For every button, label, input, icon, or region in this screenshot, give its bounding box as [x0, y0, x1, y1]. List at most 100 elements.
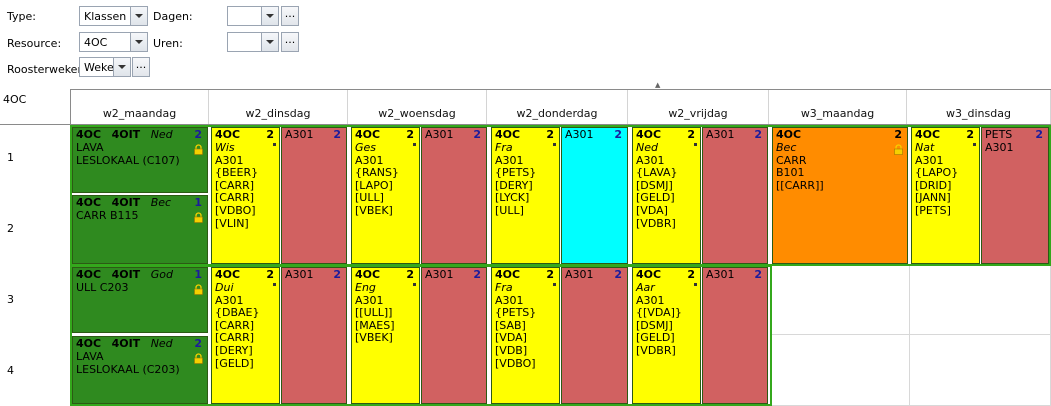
- lesson-block[interactable]: A301 2: [281, 127, 347, 264]
- room-label: A301: [495, 293, 524, 307]
- lesson-block[interactable]: PETS 2 A301: [981, 127, 1049, 264]
- day-header-w2-dinsdag[interactable]: w2_dinsdag: [209, 90, 348, 124]
- lesson-count: 2: [473, 268, 481, 281]
- teacher-label: CARR: [776, 153, 807, 167]
- lesson-block[interactable]: 4OC 2 Ges A301 {RANS} [LAPO] [ULL] [VBEK]: [351, 127, 420, 264]
- teacher-label: [VDA]: [636, 203, 668, 217]
- class-label: 4OC: [76, 268, 102, 281]
- day-header-w2-woensdag[interactable]: w2_woensdag: [348, 90, 487, 124]
- teacher-label: [LAPO]: [355, 178, 393, 192]
- teacher-label: LAVA: [76, 350, 104, 363]
- lesson-block[interactable]: 4OC 2 Nat A301 {LAPO} [DRID] [JANN] [PETS…: [911, 127, 980, 264]
- teacher-label: [GELD]: [636, 331, 675, 345]
- empty-slot[interactable]: [770, 335, 910, 406]
- collapse-up-icon[interactable]: ▲: [655, 81, 661, 89]
- uren-select[interactable]: [227, 32, 279, 52]
- lesson-count: 2: [406, 268, 414, 281]
- chevron-down-icon[interactable]: [130, 7, 147, 25]
- chevron-down-icon[interactable]: [130, 33, 147, 51]
- teacher-label: [DSMJ]: [636, 178, 673, 192]
- lesson-count: 2: [473, 128, 481, 141]
- chevron-down-icon[interactable]: [261, 33, 278, 51]
- subject-label: Fra: [495, 281, 513, 294]
- room-label: A301: [636, 293, 665, 307]
- subject-label: Bec: [150, 196, 172, 209]
- lesson-block[interactable]: A301 2: [561, 267, 628, 404]
- lesson-count: 2: [894, 128, 902, 141]
- room-label: A301: [285, 268, 314, 281]
- day-header-w2-maandag[interactable]: w2_maandag: [71, 90, 209, 124]
- lesson-block[interactable]: 4OC 2 Aar A301 {[VDA]} [DSMJ] [GELD] [VDB…: [632, 267, 701, 404]
- roosterweken-more-button[interactable]: ...: [132, 57, 150, 77]
- dagen-select[interactable]: [227, 6, 279, 26]
- day-header-w2-vrijdag[interactable]: w2_vrijdag: [628, 90, 769, 124]
- room-label: A301: [285, 128, 314, 141]
- lesson-block[interactable]: 4OC 2 Fra A301 {PETS} [DERY] [LYCK] [ULL]: [491, 127, 560, 264]
- room-label: A301: [706, 268, 735, 281]
- lesson-block[interactable]: 4OC 2 Eng A301 [[ULL]] [MAES] [VBEK]: [351, 267, 420, 404]
- lesson-block[interactable]: A301 2: [561, 127, 628, 264]
- lesson-block[interactable]: A301 2: [702, 127, 768, 264]
- dagen-label: Dagen:: [153, 10, 193, 23]
- class-label: 4OC: [76, 196, 102, 209]
- teacher-label: [ULL]: [495, 203, 524, 217]
- class-label: 4OIT: [111, 128, 141, 141]
- subject-label: Eng: [355, 281, 376, 294]
- lesson-block[interactable]: 4OC 4OIT Ned 2 LAVA LESLOKAAL (C203): [72, 336, 208, 404]
- empty-slot[interactable]: [770, 265, 910, 335]
- lesson-block[interactable]: 4OC 2 Dui A301 {DBAE} [CARR] [CARR] [DERY…: [211, 267, 280, 404]
- row-label-2: 2: [7, 222, 14, 235]
- lesson-count: 2: [754, 268, 762, 281]
- lock-icon: [194, 212, 203, 223]
- teacher-label: [VDBO]: [215, 203, 256, 217]
- dagen-more-button[interactable]: ...: [281, 6, 299, 26]
- lock-icon: [194, 284, 203, 295]
- lesson-count: 2: [546, 128, 554, 141]
- type-select[interactable]: Klassen: [79, 6, 148, 26]
- roosterweken-select[interactable]: Weken: [79, 57, 131, 77]
- teacher-label: [ULL]: [355, 191, 384, 205]
- teacher-label: [VLIN]: [215, 216, 249, 230]
- day-header-w3-dinsdag[interactable]: w3_dinsdag: [907, 90, 1051, 124]
- empty-slot[interactable]: [910, 265, 1051, 335]
- teacher-room-label: ULL C203: [76, 281, 129, 294]
- chevron-down-icon[interactable]: [261, 7, 278, 25]
- lesson-count: 2: [614, 128, 622, 141]
- lesson-block[interactable]: 4OC 2 Fra A301 {PETS} [SAB] [VDA] [VDB] […: [491, 267, 560, 404]
- teacher-label: [SAB]: [495, 318, 526, 332]
- period-frame-3-4: [70, 265, 772, 406]
- class-label: 4OC: [215, 268, 241, 281]
- day-header-w3-maandag[interactable]: w3_maandag: [769, 90, 907, 124]
- subject-label: Wis: [215, 141, 235, 154]
- lesson-block[interactable]: 4OC 2 Ned A301 {LAVA} [DSMJ] [GELD] [VDA]…: [632, 127, 701, 264]
- lesson-block[interactable]: A301 2: [702, 267, 768, 404]
- row-label-1: 1: [7, 151, 14, 164]
- lesson-block[interactable]: A301 2: [281, 267, 347, 404]
- subject-label: Aar: [636, 281, 655, 294]
- teacher-label: [VDB]: [495, 343, 528, 357]
- teacher-label: {LAPO}: [915, 166, 959, 180]
- uren-more-button[interactable]: ...: [281, 32, 299, 52]
- day-header-w2-donderdag[interactable]: w2_donderdag: [487, 90, 628, 124]
- room-label: A301: [355, 293, 384, 307]
- lesson-block[interactable]: 4OC 2 Wis A301 {BEER} [CARR] [CARR] [VDBO…: [211, 127, 280, 264]
- teacher-label: [VDA]: [495, 331, 527, 345]
- room-label: B101: [776, 166, 805, 180]
- teacher-label: [CARR]: [215, 178, 255, 192]
- lesson-count: 1: [194, 268, 202, 281]
- marker-dot-icon: [553, 143, 556, 146]
- lesson-block[interactable]: A301 2: [421, 127, 487, 264]
- lesson-block[interactable]: 4OC 2 Bec CARR B101 [[CARR]]: [772, 127, 908, 264]
- chevron-down-icon[interactable]: [113, 58, 130, 76]
- subject-label: God: [150, 268, 173, 281]
- lesson-block[interactable]: 4OC 4OIT God 1 ULL C203: [72, 267, 208, 333]
- teacher-label: [VBEK]: [355, 331, 393, 345]
- lesson-block[interactable]: 4OC 4OIT Bec 1 CARR B115: [72, 195, 208, 264]
- teacher-label: [CARR]: [215, 191, 255, 205]
- lesson-block[interactable]: A301 2: [421, 267, 487, 404]
- lesson-block[interactable]: 4OC 4OIT Ned 2 LAVA LESLOKAAL (C107): [72, 127, 208, 193]
- uren-label: Uren:: [153, 37, 183, 50]
- resource-select[interactable]: 4OC: [79, 32, 148, 52]
- lesson-count: 2: [406, 128, 414, 141]
- empty-slot[interactable]: [910, 335, 1051, 406]
